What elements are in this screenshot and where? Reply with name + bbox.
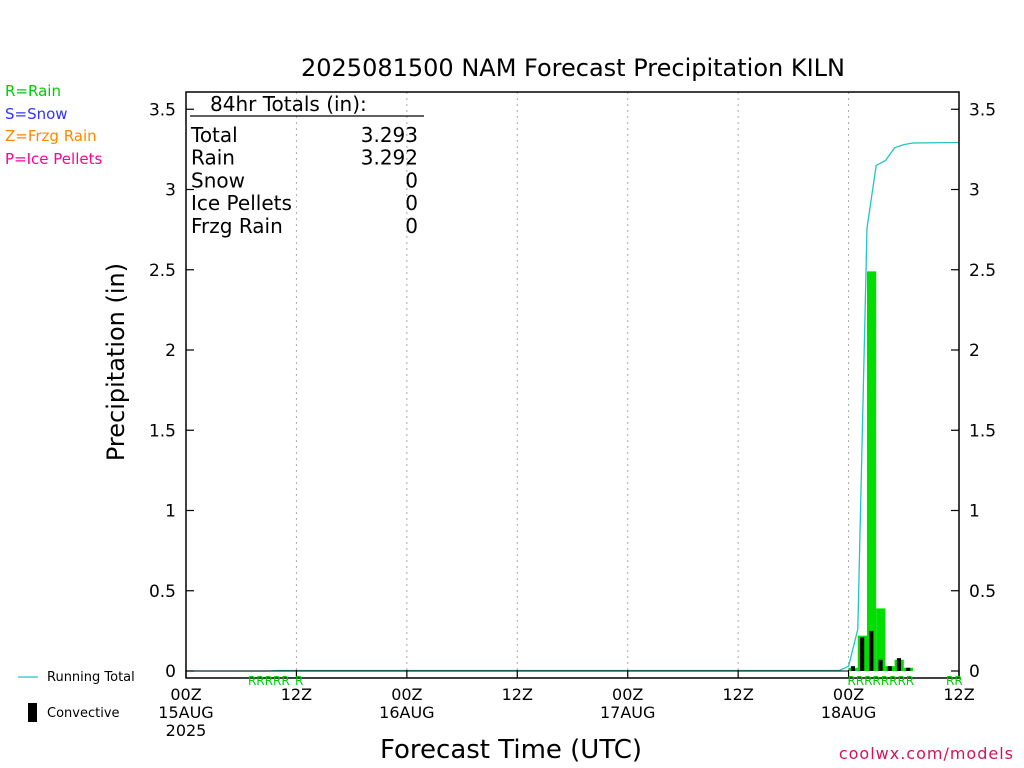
chart-title: 2025081500 NAM Forecast Precipitation KI… [301,54,845,82]
totals-label-3: Ice Pellets [191,191,292,215]
totals-value-1: 3.292 [361,146,418,170]
x-tick-label-4-1: 17AUG [600,703,655,722]
x-tick-label-6-0: 00Z [833,685,864,704]
running-total-line [186,141,960,672]
convective-bar-4 [887,666,892,671]
y-tick-label-right-6: 3 [969,181,980,201]
type-marker-3: RR [946,674,963,688]
x-tick-label-6-1: 18AUG [821,703,876,722]
convective-bar-6 [906,667,911,671]
x-tick-label-0-1: 15AUG [158,703,213,722]
convective-bar-3 [878,659,883,671]
type-legend-item-1: S=Snow [5,104,68,123]
rain-bar-2 [866,271,877,671]
y-tick-label-left-1: 0.5 [149,582,176,602]
convective-bar-5 [896,658,902,671]
totals-heading: 84hr Totals (in): [210,92,367,116]
y-tick-label-right-7: 3.5 [969,100,996,120]
x-tick-label-2-0: 00Z [391,685,422,704]
rain-bar-3 [876,608,886,671]
y-tick-label-right-2: 1 [969,502,980,522]
x-tick-label-3-0: 12Z [502,685,533,704]
x-tick-label-4-0: 00Z [612,685,643,704]
x-tick-label-2-1: 16AUG [379,703,434,722]
convective-bar-2 [869,630,874,671]
type-legend-item-0: R=Rain [5,82,61,100]
y-tick-label-right-0: 0 [969,662,980,682]
type-legend-item-3: P=Ice Pellets [5,150,103,169]
y-tick-label-left-6: 3 [165,181,176,201]
totals-rows: Total 3.293 Rain 3.292 Snow 0 Ice Pellets 0 Frzg… [190,123,418,238]
y-tick-label-left-5: 2.5 [149,261,176,281]
x-tick-label-0-2: 2025 [166,721,207,740]
totals-value-3: 0 [405,191,418,215]
totals-label-2: Snow [191,168,245,192]
credit-text: coolwx.com/models [838,744,1014,763]
precip-type-markers: RRRRR R RRRRRRRR RR [248,674,963,688]
y-tick-label-left-7: 3.5 [149,100,176,120]
bars [848,271,913,671]
grid-lines [295,92,850,678]
x-tick-label-1-0: 12Z [281,685,312,704]
y-tick-label-left-2: 1 [165,502,176,522]
y-tick-label-right-5: 2.5 [969,261,996,281]
totals-label-1: Rain [191,146,235,170]
running-total [186,141,960,672]
type-marker-0: RRRRR [248,674,290,688]
totals-label-0: Total [190,123,238,147]
convective-bar-1 [860,637,865,671]
x-tick-label-0-0: 00Z [170,685,201,704]
plot-frame [185,91,960,679]
x-axis-label: Forecast Time (UTC) [380,735,642,765]
convective-legend-label: Convective [47,706,120,721]
y-tick-label-left-3: 1.5 [149,421,176,441]
y-tick-label-left-4: 2 [165,341,176,361]
type-legend-item-2: Z=Frzg Rain [5,127,97,146]
y-tick-label-right-1: 0.5 [969,582,996,602]
y-tick-label-right-4: 2 [969,341,980,361]
totals-value-4: 0 [405,214,418,238]
x-tick-label-7-0: 12Z [943,685,974,704]
totals-box: 84hr Totals (in): Total 3.293 Rain 3.292 Sno… [190,92,424,238]
totals-value-2: 0 [405,168,418,192]
y-axis-ticks: 0 00.5 0.51 11.5 1.52 22.5 2.53 33.5 3.5 [149,100,996,682]
running-total-legend-label: Running Total [47,670,135,685]
type-marker-2: RRRRRRRR [847,674,914,688]
convective-legend-swatch [28,703,37,722]
y-tick-label-left-0: 0 [165,662,176,682]
y-tick-label-right-3: 1.5 [969,421,996,441]
totals-label-4: Frzg Rain [191,214,283,238]
totals-value-0: 3.293 [361,123,418,147]
y-axis-label: Precipitation (in) [102,263,130,461]
type-marker-1: R [295,674,303,688]
convective-bar-0 [850,666,856,671]
x-tick-label-5-0: 12Z [722,685,753,704]
